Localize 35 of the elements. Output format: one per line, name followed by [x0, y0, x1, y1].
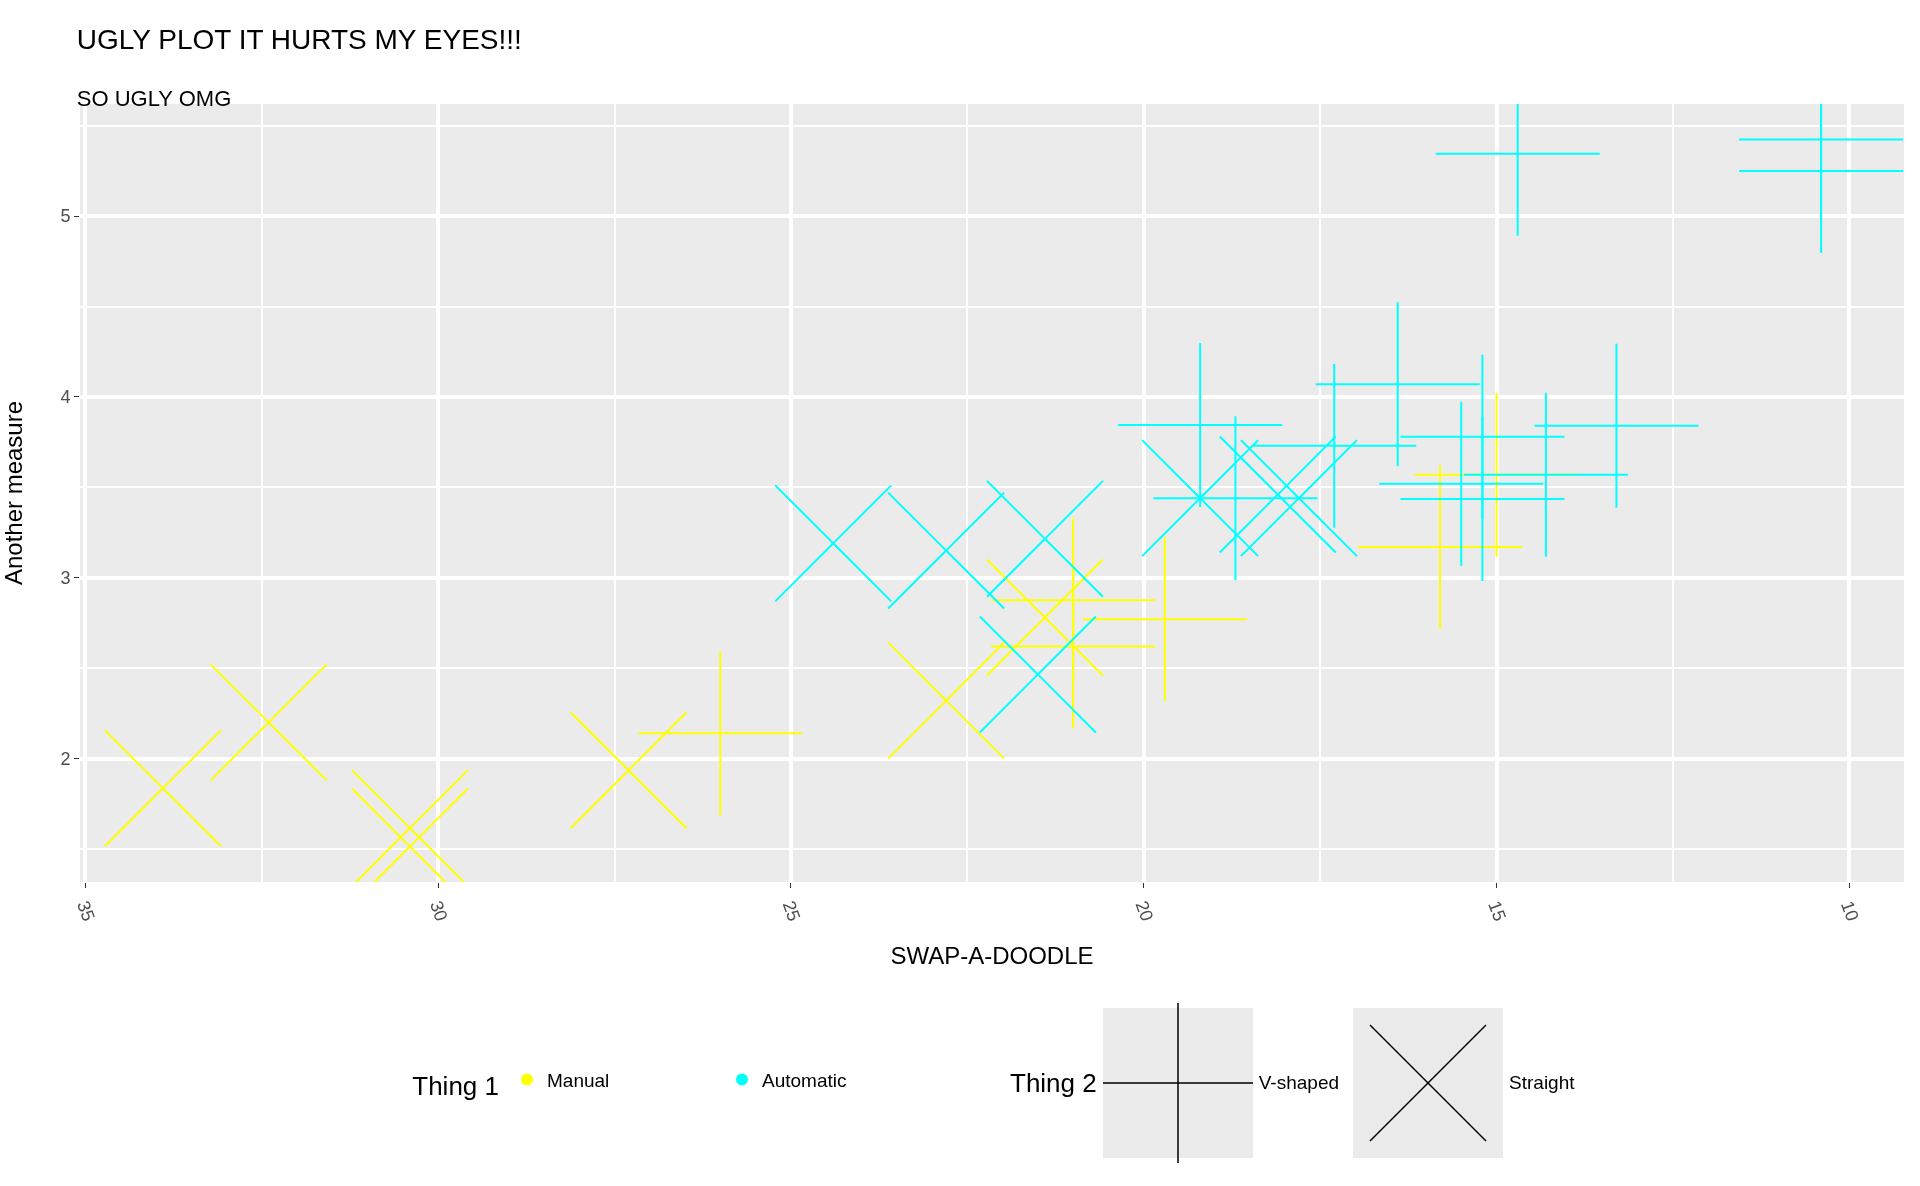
point [1400, 417, 1565, 582]
x-tick-label: 20 [1131, 898, 1158, 924]
x-tick-label: 25 [778, 898, 805, 924]
text: V-shaped [1258, 1072, 1340, 1094]
legend-label: Automatic [762, 1069, 847, 1091]
y-axis-title: Another measure [0, 400, 27, 586]
point [1118, 342, 1283, 507]
point [986, 480, 1104, 598]
point [1358, 464, 1523, 629]
point [1252, 363, 1417, 528]
legend-title: Thing 1 [412, 1070, 500, 1101]
point [1153, 416, 1318, 581]
chart-title: UGLY PLOT IT HURTS MY EYES!!! [76, 24, 522, 56]
x-axis-title: SWAP-A-DOODLE [890, 942, 1094, 969]
point [1082, 537, 1247, 702]
y-tick-label: 4 [60, 387, 71, 408]
point [1463, 392, 1628, 557]
point [569, 711, 688, 829]
legend-label: Manual [547, 1069, 610, 1091]
x-tick-label: 35 [73, 898, 99, 924]
y-tick-label: 5 [60, 206, 71, 227]
x-tick-label: 15 [1484, 898, 1510, 924]
x-tick-label: 30 [425, 898, 452, 924]
point [1534, 343, 1699, 508]
chart-subtitle: SO UGLY OMG [76, 85, 232, 111]
y-tick-label: 2 [60, 748, 71, 769]
point [1379, 401, 1544, 566]
y-tick-label: 3 [60, 568, 71, 589]
point [1315, 302, 1480, 467]
text: Thing 2 [1010, 1067, 1097, 1099]
x-tick-label: 10 [1837, 898, 1863, 924]
point [638, 651, 803, 816]
point [991, 518, 1156, 683]
text: Straight [1509, 1072, 1575, 1094]
point [210, 663, 328, 782]
